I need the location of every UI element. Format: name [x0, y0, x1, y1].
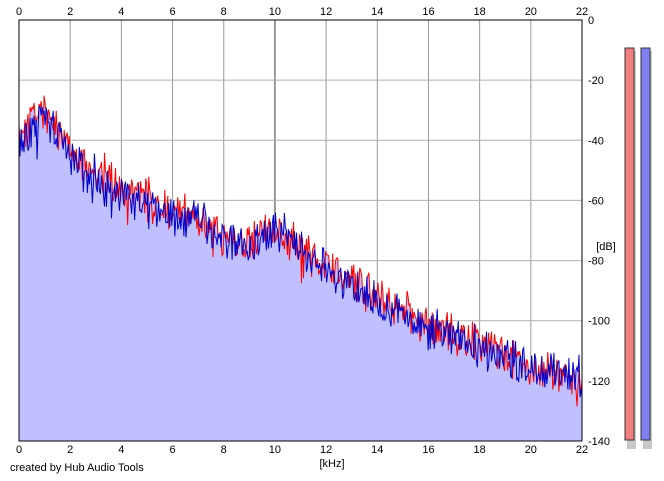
x-tick-label-bottom: 8	[221, 444, 227, 456]
y-tick-label: -80	[588, 256, 604, 268]
x-tick-label-bottom: 18	[474, 444, 486, 456]
y-tick-label: 0	[588, 15, 594, 27]
plot-frame	[18, 19, 583, 442]
level-meters	[624, 47, 652, 449]
x-tick-label-top: 14	[371, 6, 383, 18]
y-tick-label: -100	[588, 316, 610, 328]
x-tick-label-top: 0	[16, 6, 22, 18]
x-axis-unit-label: [kHz]	[319, 458, 344, 470]
x-tick-label-bottom: 12	[320, 444, 332, 456]
series-line-red	[18, 95, 583, 407]
x-tick-label-bottom: 16	[422, 444, 434, 456]
level-meter-left	[624, 47, 635, 441]
y-tick-label: -140	[588, 436, 610, 448]
spectrum-fill-area	[19, 95, 582, 441]
x-tick-label-bottom: 14	[371, 444, 383, 456]
x-tick-label-top: 16	[422, 6, 434, 18]
x-tick-label-top: 20	[525, 6, 537, 18]
x-tick-label-top: 22	[576, 6, 588, 18]
x-tick-label-bottom: 22	[576, 444, 588, 456]
x-tick-label-top: 10	[269, 6, 281, 18]
y-tick-label: -40	[588, 135, 604, 147]
x-tick-label-bottom: 0	[16, 444, 22, 456]
x-tick-label-top: 12	[320, 6, 332, 18]
y-tick-label: -20	[588, 75, 604, 87]
x-tick-label-bottom: 2	[67, 444, 73, 456]
x-tick-label-bottom: 6	[169, 444, 175, 456]
x-tick-label-top: 2	[67, 6, 73, 18]
x-tick-label-top: 18	[474, 6, 486, 18]
y-tick-label: -120	[588, 376, 610, 388]
x-tick-label-bottom: 10	[269, 444, 281, 456]
y-tick-label: -60	[588, 195, 604, 207]
x-tick-label-top: 4	[118, 6, 124, 18]
x-tick-label-top: 8	[221, 6, 227, 18]
x-tick-label-bottom: 20	[525, 444, 537, 456]
series-group	[18, 95, 583, 407]
y-axis-unit-label: [dB]	[596, 241, 616, 253]
level-meter-right	[640, 47, 651, 441]
y-axis-ticks: 0 -20 -40 -60 -80 -100 -120 -140	[588, 15, 610, 448]
series-line-blue	[18, 105, 583, 398]
x-tick-label-bottom: 4	[118, 444, 124, 456]
x-tick-label-top: 6	[169, 6, 175, 18]
credit-text: created by Hub Audio Tools	[10, 462, 144, 474]
